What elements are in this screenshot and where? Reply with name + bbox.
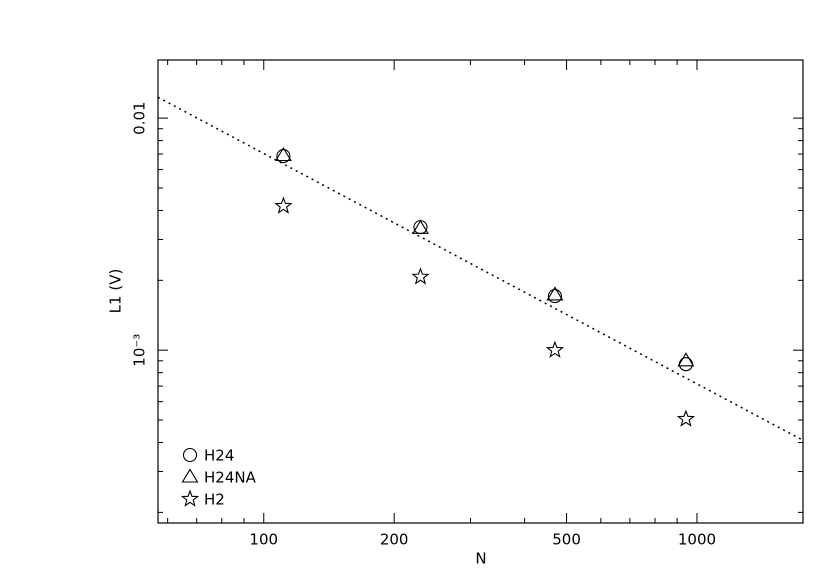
- legend-marker: [182, 447, 198, 463]
- point: [677, 352, 695, 367]
- legend-label: H2: [204, 491, 225, 509]
- point: [411, 219, 429, 234]
- point: [546, 286, 564, 301]
- y-tick-label: 10⁻³: [131, 334, 149, 367]
- point: [545, 340, 565, 358]
- point: [274, 196, 293, 214]
- point: [413, 220, 428, 235]
- point: [678, 357, 693, 372]
- plot-frame: [157, 59, 804, 524]
- x-axis-label: N: [475, 550, 486, 568]
- point: [276, 149, 291, 164]
- legend-label: H24: [204, 447, 234, 465]
- y-axis-label: L1 (V): [107, 269, 125, 314]
- y-tick-label: 0.01: [131, 101, 149, 134]
- point: [274, 146, 292, 162]
- fit-line: [158, 96, 803, 441]
- x-tick-label: 100: [249, 531, 278, 549]
- legend-label: H24NA: [204, 469, 257, 487]
- legend-marker: [180, 489, 200, 507]
- x-tick-label: 200: [380, 531, 409, 549]
- point: [676, 409, 696, 427]
- point: [411, 267, 430, 285]
- point: [547, 289, 562, 304]
- x-tick-label: 1000: [678, 531, 716, 549]
- legend-marker: [181, 468, 199, 483]
- x-tick-label: 500: [552, 531, 581, 549]
